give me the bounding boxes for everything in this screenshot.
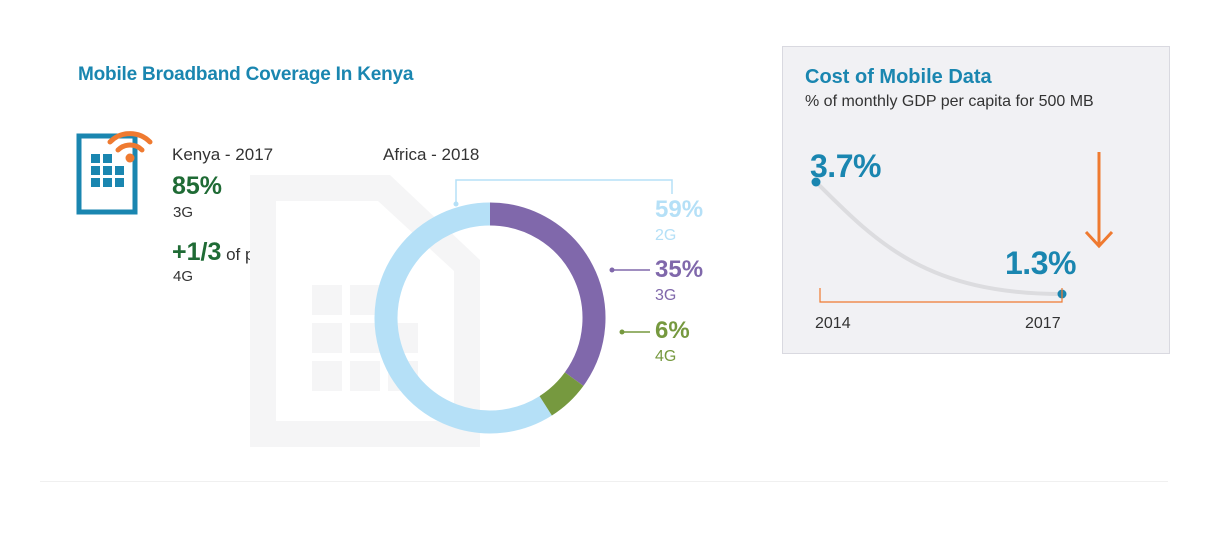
cost-point-2014 — [811, 177, 821, 187]
bottom-divider — [40, 481, 1168, 482]
donut-slice-3g — [489, 202, 606, 386]
year-bracket — [819, 288, 1063, 303]
legend-3g-value: 35% — [655, 256, 704, 283]
page-title: Mobile Broadband Coverage In Kenya — [78, 64, 414, 85]
kenya-3g-label: 3G — [173, 204, 194, 221]
year-2014: 2014 — [815, 315, 851, 332]
leader-2g — [455, 179, 673, 204]
year-2017: 2017 — [1025, 315, 1061, 332]
legend-4g-value: 6% — [655, 317, 690, 344]
donut-slice-2g — [374, 202, 552, 434]
legend-2g-label: 2G — [655, 227, 677, 244]
legend-2g-value: 59% — [655, 196, 704, 223]
kenya-4g-label: 4G — [173, 268, 194, 285]
cost-trend-line — [814, 180, 1064, 296]
sim-card-wifi-icon — [76, 131, 153, 215]
legend-4g-label: 4G — [655, 348, 677, 365]
cost-panel — [782, 46, 1170, 354]
cost-value-2017: 1.3% — [1005, 245, 1076, 281]
cost-title: Cost of Mobile Data — [805, 66, 992, 88]
cost-subtitle: % of monthly GDP per capita for 500 MB — [805, 93, 1094, 110]
kenya-heading: Kenya - 2017 — [172, 145, 274, 164]
kenya-4g-value: +1/3 — [172, 238, 222, 266]
donut-slice-4g — [539, 372, 584, 416]
cost-line-chart — [811, 152, 1114, 303]
donut-title: Africa - 2018 — [383, 145, 480, 164]
donut-chart — [374, 179, 673, 434]
legend-3g-label: 3G — [655, 287, 677, 304]
down-arrow-head — [1084, 230, 1114, 249]
kenya-3g-value: 85% — [172, 172, 223, 200]
cost-value-2014: 3.7% — [810, 148, 881, 184]
